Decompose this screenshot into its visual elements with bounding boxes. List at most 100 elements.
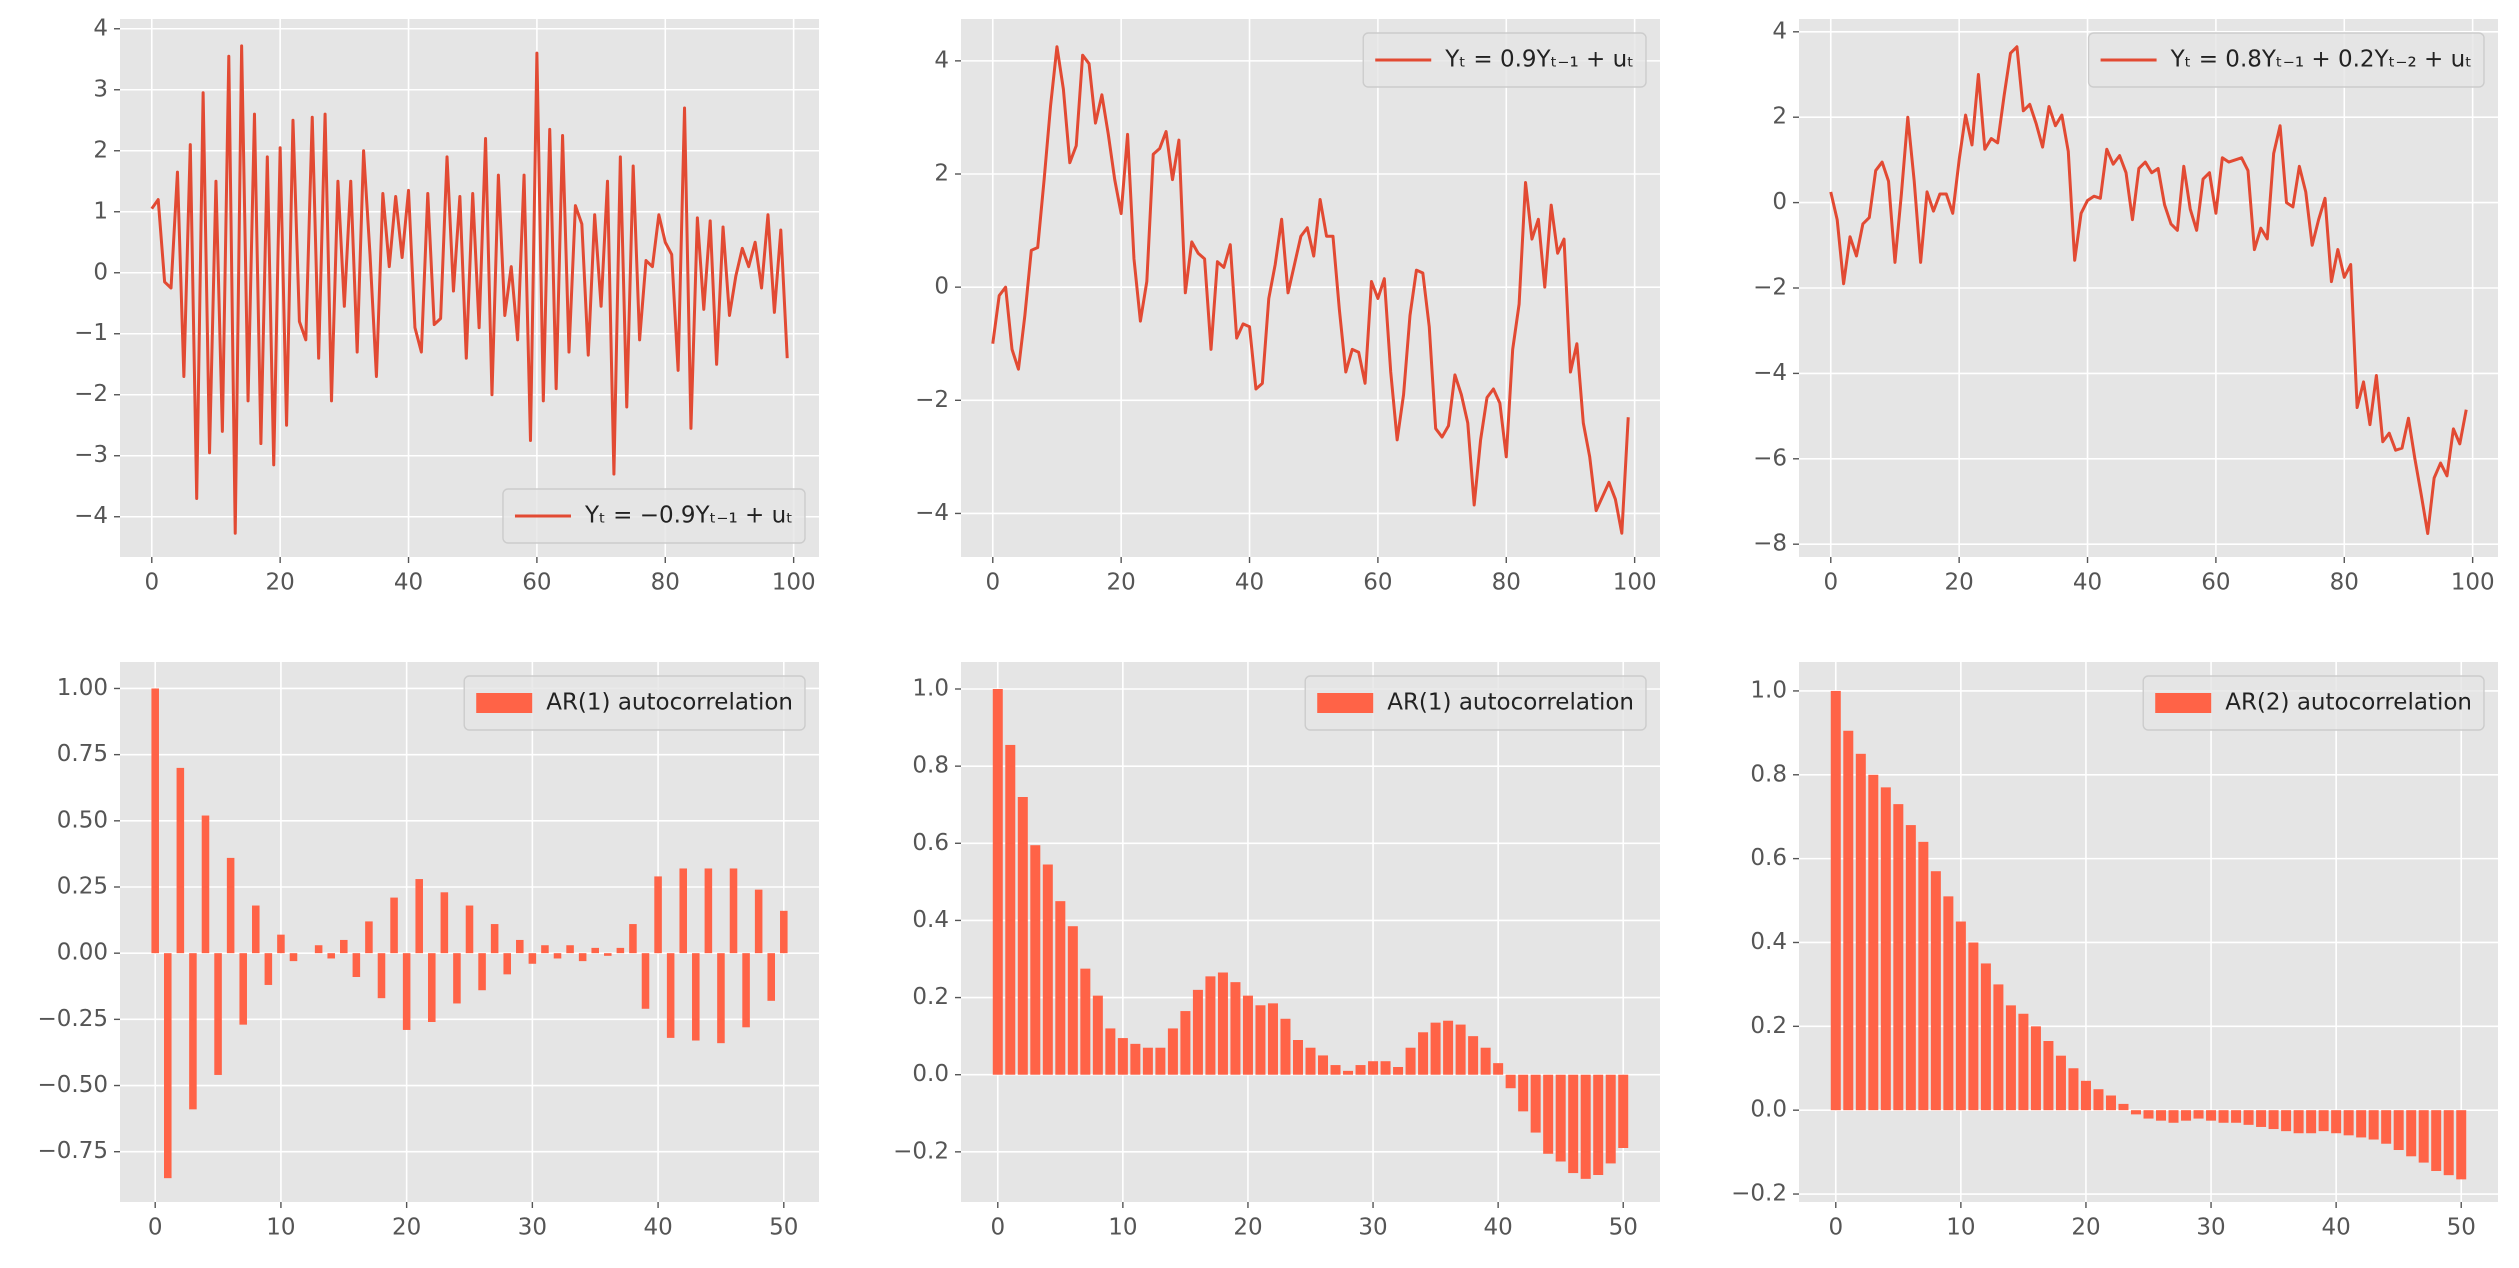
- y-tick-label: 0.4: [1750, 929, 1787, 955]
- y-tick-label: 1.0: [912, 676, 949, 702]
- bar: [1205, 976, 1216, 1075]
- bar: [1943, 896, 1954, 1111]
- y-tick-label: 2: [93, 137, 108, 163]
- bar: [2406, 1110, 2417, 1157]
- bar: [277, 934, 285, 954]
- bar: [1430, 1022, 1441, 1075]
- bar: [729, 868, 738, 954]
- y-tick-label: −8: [1753, 531, 1787, 557]
- y-tick-label: −4: [915, 500, 949, 526]
- data-line: [991, 45, 1630, 535]
- bar: [490, 924, 499, 954]
- bar: [2393, 1110, 2404, 1151]
- data-line: [1829, 45, 2468, 536]
- bar: [1167, 1028, 1178, 1075]
- bar: [1142, 1047, 1153, 1075]
- bar: [453, 953, 461, 1004]
- legend-label: AR(2) autocorrelation: [2225, 690, 2472, 716]
- x-tick-label: 0: [144, 570, 159, 596]
- bar: [2443, 1110, 2454, 1176]
- bar: [1593, 1074, 1604, 1175]
- bar: [1067, 926, 1078, 1075]
- bar: [2118, 1103, 2129, 1111]
- bar: [2343, 1110, 2354, 1136]
- x-tick-label: 20: [1945, 570, 1974, 596]
- bar: [1318, 1055, 1329, 1075]
- bar: [780, 910, 788, 954]
- x-tick-label: 40: [2073, 570, 2102, 596]
- y-tick-label: −4: [1753, 360, 1787, 386]
- bar: [1117, 1038, 1128, 1075]
- bar: [578, 953, 587, 962]
- y-tick-label: 4: [934, 47, 949, 73]
- bar: [1893, 804, 1904, 1111]
- x-tick-label: 20: [1233, 1215, 1262, 1241]
- bar: [1330, 1065, 1341, 1075]
- bar: [1580, 1074, 1591, 1179]
- y-tick-label: 0.75: [57, 741, 108, 767]
- x-tick-label: 40: [2321, 1215, 2350, 1241]
- x-tick-label: 60: [1363, 570, 1392, 596]
- legend-box: [1362, 32, 1647, 88]
- bar: [2418, 1110, 2429, 1163]
- y-tick-label: 1: [93, 198, 108, 224]
- bar: [1418, 1032, 1429, 1075]
- y-tick-label: 4: [1772, 18, 1787, 44]
- y-tick-label: −6: [1753, 445, 1787, 471]
- y-tick-label: −0.25: [38, 1006, 108, 1032]
- bar: [1393, 1067, 1404, 1075]
- bar: [1855, 753, 1866, 1111]
- y-tick-label: 3: [93, 76, 108, 102]
- y-tick-label: −2: [1753, 275, 1787, 301]
- bar: [566, 945, 574, 954]
- bar: [1380, 1061, 1391, 1075]
- bar: [2055, 1055, 2066, 1111]
- bar: [641, 953, 650, 1009]
- bar: [2193, 1110, 2204, 1119]
- bar: [2130, 1110, 2141, 1115]
- bar: [654, 876, 662, 954]
- legend-label: AR(1) autocorrelation: [1387, 690, 1634, 716]
- x-tick-label: 0: [1823, 570, 1838, 596]
- x-tick-label: 80: [2330, 570, 2359, 596]
- bar: [2105, 1095, 2116, 1111]
- x-tick-label: 40: [643, 1215, 672, 1241]
- legend-label: Yₜ = 0.9Yₜ₋₁ + uₜ: [1444, 47, 1634, 73]
- bar: [1292, 1040, 1303, 1075]
- bar: [440, 892, 449, 954]
- y-tick-label: −4: [74, 503, 108, 529]
- bar: [214, 953, 222, 1075]
- bar: [1092, 995, 1103, 1075]
- x-tick-label: 50: [769, 1215, 798, 1241]
- legend-label: Yₜ = −0.9Yₜ₋₁ + uₜ: [584, 503, 793, 529]
- y-tick-label: −0.75: [38, 1138, 108, 1164]
- bar: [2281, 1110, 2292, 1132]
- bar: [1505, 1074, 1516, 1089]
- legend: Yₜ = 0.8Yₜ₋₁ + 0.2Yₜ₋₂ + uₜ: [2087, 32, 2485, 88]
- x-tick-label: 100: [1613, 570, 1657, 596]
- bar: [314, 945, 323, 954]
- bar: [717, 953, 725, 1044]
- bar: [428, 953, 436, 1022]
- bar: [465, 905, 474, 954]
- data-line: [150, 44, 789, 535]
- plot-area: [961, 662, 1660, 1202]
- bar: [1255, 1005, 1266, 1075]
- x-tick-label: 100: [2451, 570, 2495, 596]
- bar: [1080, 968, 1091, 1075]
- bar: [704, 868, 713, 954]
- bar: [1843, 730, 1854, 1111]
- bar: [1993, 984, 2004, 1111]
- bar: [754, 889, 763, 954]
- y-tick-label: 0.4: [912, 907, 949, 933]
- subplot: −0.75 −0.50 −0.25 0.00 0.25 0.50 0.75 1.00 0 10 20…: [38, 662, 819, 1241]
- bar: [1217, 972, 1228, 1075]
- y-tick-label: 0.8: [1750, 761, 1787, 787]
- bar: [1605, 1074, 1616, 1164]
- x-tick-label: 30: [2196, 1215, 2225, 1241]
- x-tick-label: 0: [148, 1215, 163, 1241]
- bar: [390, 897, 398, 954]
